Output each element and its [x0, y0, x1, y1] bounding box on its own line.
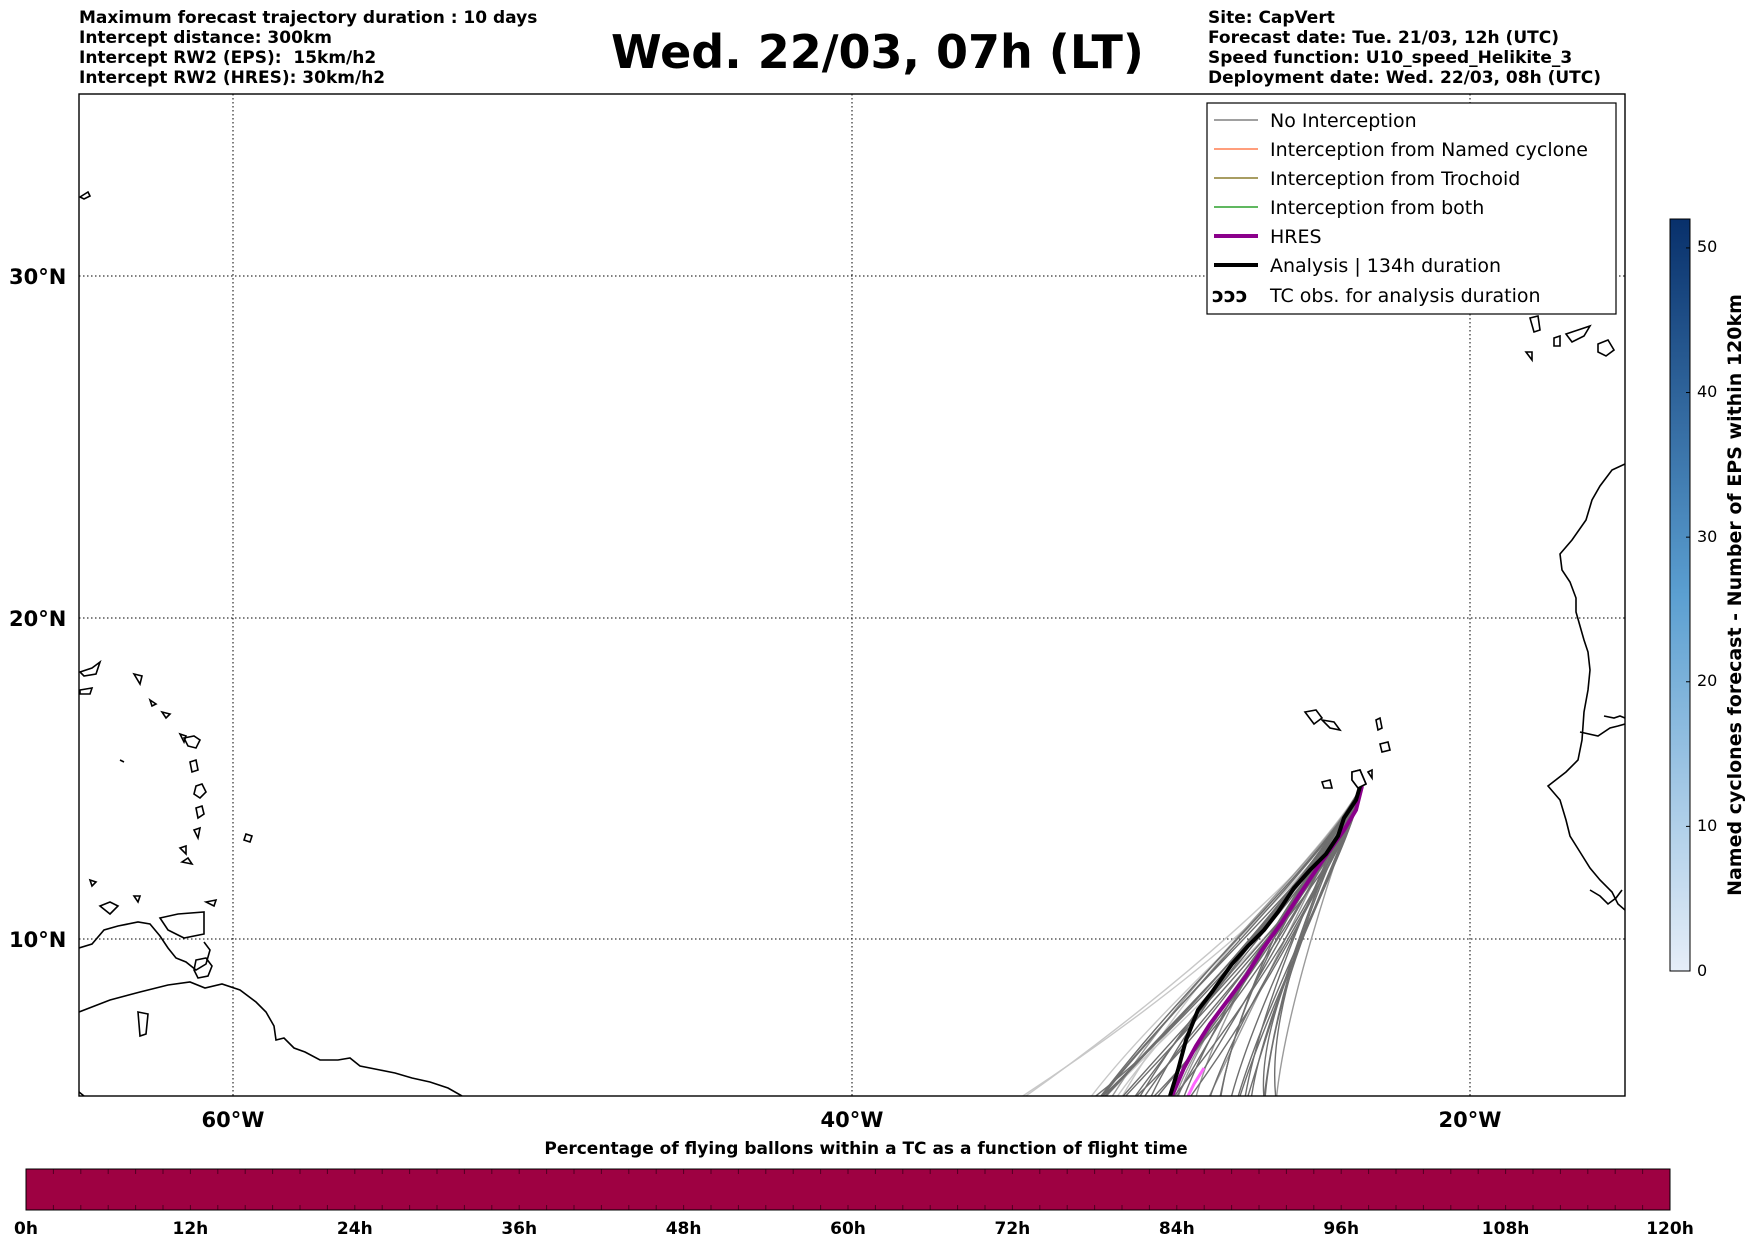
percentage-bar-tick: 48h [666, 1219, 702, 1239]
canary-islands [1524, 315, 1616, 363]
forecast-parameters: Maximum forecast trajectory duration : 1… [79, 8, 537, 88]
percentage-bar-tick: 60h [830, 1219, 866, 1239]
percentage-bar-tick: 24h [337, 1219, 373, 1239]
venezuela-coast [79, 921, 211, 971]
site-info: Site: CapVert Forecast date: Tue. 21/03,… [1208, 8, 1601, 88]
eps-trajectory [1111, 785, 1363, 1096]
south-america-coast [79, 981, 463, 1096]
colorbar-tick: 0 [1697, 961, 1707, 980]
eps-trajectory [1100, 785, 1363, 1096]
percentage-bar-tick: 108h [1482, 1219, 1530, 1239]
param-line: Intercept RW2 (HRES): 30km/h2 [79, 68, 386, 88]
percentage-bar-tick: 12h [173, 1219, 209, 1239]
lon-label: 20°W [1439, 1108, 1502, 1132]
site-line: Speed function: U10_speed_Helikite_3 [1208, 48, 1573, 68]
site-line: Deployment date: Wed. 22/03, 08h (UTC) [1208, 68, 1602, 88]
param-line: Intercept distance: 300km [79, 28, 332, 48]
legend-label: HRES [1270, 226, 1322, 248]
percentage-bar-title: Percentage of flying ballons within a TC… [544, 1139, 1187, 1159]
legend-label: Interception from Named cyclone [1270, 139, 1588, 161]
colorbar-tick: 20 [1697, 671, 1717, 690]
lat-label: 20°N [9, 607, 66, 631]
colorbar-gradient [1669, 218, 1691, 972]
percentage-bar-tick: 72h [995, 1219, 1031, 1239]
analysis-trajectory [1168, 779, 1364, 1096]
hres-trajectory-tail [1186, 1067, 1206, 1096]
param-line: Maximum forecast trajectory duration : 1… [79, 8, 538, 28]
percentage-bar-tick: 36h [501, 1219, 537, 1239]
colorbar-label: Named cyclones forecast - Number of EPS … [1724, 294, 1746, 896]
legend-label: Interception from both [1270, 197, 1484, 219]
lon-label: 60°W [202, 1108, 265, 1132]
lat-label: 10°N [9, 928, 66, 952]
legend-label: No Interception [1270, 110, 1417, 132]
colorbar-tick: 50 [1697, 237, 1717, 256]
page-title: Wed. 22/03, 07h (LT) [611, 25, 1144, 79]
percentage-bar-tick: 0h [14, 1219, 38, 1239]
percentage-bar-tick: 96h [1323, 1219, 1359, 1239]
eps-trajectory [1263, 785, 1363, 1096]
legend-label: Analysis | 134h duration [1270, 255, 1501, 277]
site-line: Site: CapVert [1208, 8, 1335, 28]
percentage-bar-tick: 120h [1646, 1219, 1694, 1239]
trajectory-layer [1021, 769, 1368, 1096]
lesser-antilles [79, 190, 254, 916]
percentage-bar-tick: 84h [1159, 1219, 1195, 1239]
coastlines [79, 190, 1625, 1096]
param-line: Intercept RW2 (EPS): 15km/h2 [79, 48, 377, 68]
colorbar: 0 10 20 30 40 50 Named cyclones forecast… [1669, 218, 1746, 980]
colorbar-tick: 40 [1697, 382, 1717, 401]
lat-label: 30°N [9, 265, 66, 289]
map-frame [78, 93, 1626, 1097]
africa-coast [1546, 463, 1625, 911]
legend: ↄↄↄ No Interception Interception from Na… [1206, 102, 1617, 315]
legend-box [1206, 102, 1617, 315]
percentage-bar: Percentage of flying ballons within a TC… [14, 1139, 1694, 1239]
lon-label: 40°W [821, 1108, 884, 1132]
hres-trajectory [1170, 785, 1364, 1096]
legend-label: Interception from Trochoid [1270, 168, 1520, 190]
trinidad [193, 957, 213, 979]
colorbar-tick: 30 [1697, 527, 1717, 546]
percentage-bar-fill [25, 1168, 1671, 1211]
colorbar-tick: 10 [1697, 816, 1717, 835]
cyclone-symbols-icon: ↄↄↄ [1212, 283, 1248, 307]
site-line: Forecast date: Tue. 21/03, 12h (UTC) [1208, 28, 1559, 48]
legend-label: TC obs. for analysis duration [1269, 285, 1541, 307]
